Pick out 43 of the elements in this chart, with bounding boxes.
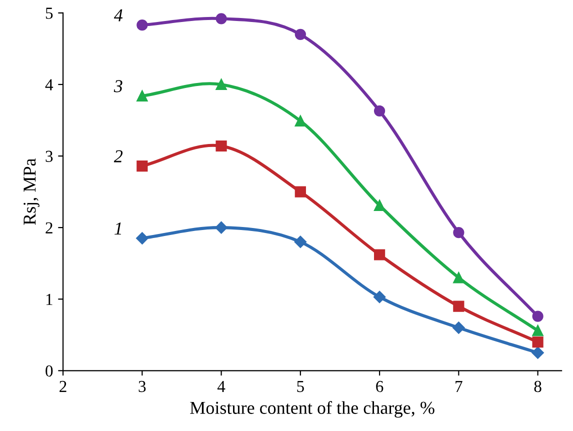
x-axis-title: Moisture content of the charge, % (190, 401, 434, 418)
y-tick-label: 0 (46, 365, 53, 377)
point (374, 249, 386, 260)
point (136, 232, 148, 244)
y-tick-label: 2 (46, 222, 52, 234)
point (374, 200, 386, 211)
point (136, 20, 148, 31)
x-tick-label: 5 (297, 381, 304, 392)
point (294, 186, 306, 198)
point (294, 236, 307, 248)
series-label: 3 (114, 80, 122, 92)
point (374, 105, 386, 117)
point (452, 322, 465, 334)
point (453, 227, 464, 238)
point (453, 272, 464, 284)
point (294, 115, 306, 127)
point (532, 346, 544, 359)
point (532, 325, 544, 336)
y-tick-label: 3 (46, 150, 53, 162)
point (216, 78, 227, 90)
x-tick-label: 4 (217, 380, 226, 392)
series-label: 1 (114, 222, 121, 234)
point (532, 310, 544, 322)
point (216, 13, 227, 24)
x-tick-label: 7 (456, 381, 462, 392)
series-label: 2 (114, 150, 123, 162)
point (136, 90, 148, 102)
point (373, 290, 386, 304)
y-tick-label: 5 (46, 8, 53, 19)
point (453, 300, 464, 312)
series-label: 4 (114, 9, 123, 22)
y-axis-title: Rsj, MPa (24, 158, 40, 225)
y-tick-label: 4 (45, 79, 54, 90)
x-tick-label: 8 (534, 380, 542, 392)
point (532, 336, 544, 348)
point (216, 140, 227, 152)
y-tick-label: 1 (46, 294, 52, 305)
point (294, 28, 306, 40)
x-tick-label: 3 (138, 380, 146, 392)
x-tick-label: 6 (376, 380, 384, 392)
point (215, 221, 228, 234)
point (136, 160, 148, 172)
x-tick-label: 2 (60, 380, 66, 392)
